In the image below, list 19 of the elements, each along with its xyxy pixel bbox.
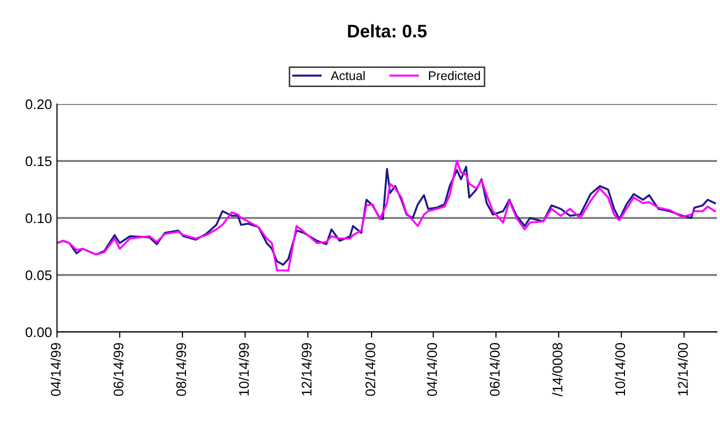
y-tick-label: 0.05 [26, 270, 52, 280]
x-tick-label: 06/14/00 [490, 342, 500, 396]
x-tick-label: 08/14/99 [176, 343, 186, 396]
x-tick-label: 12/14/99 [301, 343, 312, 396]
legend-label: Actual [330, 70, 365, 80]
x-tick-label: 04/14/99 [50, 343, 61, 396]
x-tick-label: 10/14/99 [238, 343, 249, 396]
x-tick-label: 06/14/99 [113, 343, 124, 396]
y-tick-label: 0.15 [26, 156, 52, 166]
x-tick-label: 12/14/00 [678, 342, 688, 396]
y-tick-label: 0.00 [26, 327, 52, 338]
x-tick-label: 10/14/00 [614, 342, 626, 396]
y-tick-label: 0.20 [26, 99, 52, 110]
x-tick-label: /14/0008 [552, 343, 562, 396]
y-tick-label: 0.10 [26, 213, 52, 224]
x-tick-label: 04/14/00 [426, 342, 437, 396]
legend-label: Predicted [428, 70, 480, 80]
chart-title: Delta: 0.5 [348, 24, 427, 38]
x-tick-label: 02/14/00 [365, 342, 376, 396]
